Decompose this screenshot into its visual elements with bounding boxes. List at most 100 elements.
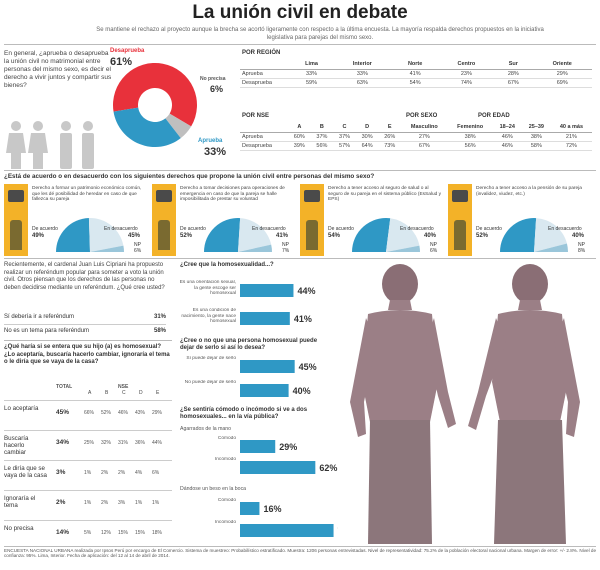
arc-acuerdo <box>500 218 537 252</box>
person-glyph <box>10 220 22 250</box>
table-cell: 67% <box>401 141 448 151</box>
table-cell: 69% <box>532 78 592 88</box>
table-header: Lima <box>290 60 334 70</box>
right-semicircle-chart <box>56 218 124 252</box>
table-header: A <box>288 123 311 133</box>
attitude-bar-charts: Es una orientación sexual, la gente esco… <box>180 280 338 537</box>
arc-desacuerdo <box>386 218 420 252</box>
bar-mano-comodo <box>240 440 276 453</box>
row-label: Aprueba <box>240 69 290 79</box>
desacuerdo-label: En desacuerdo <box>548 226 582 232</box>
acuerdo-value: 54% <box>328 233 341 239</box>
row-label: Desaprueba <box>240 141 288 151</box>
table-cell: 15% <box>135 530 146 536</box>
nse-col-header: A <box>88 390 92 396</box>
table-cell: 15% <box>118 530 129 536</box>
table-header: 18–24 <box>492 123 522 133</box>
arc-np <box>534 243 568 252</box>
acuerdo-label: De acuerdo <box>476 226 502 232</box>
referendum-row-no: No es un tema para referéndum 58% <box>4 328 166 334</box>
row-label: Ignoraría el tema <box>4 495 36 509</box>
table-header: Femenino <box>447 123 493 133</box>
table-cell: 1% <box>135 500 143 506</box>
table-cell: 2% <box>118 470 126 476</box>
table-cell: 1% <box>84 470 92 476</box>
health-insurance-icon <box>300 184 324 256</box>
divider <box>4 324 166 325</box>
bar-si-puede <box>240 360 295 373</box>
table-cell: 29% <box>152 410 163 416</box>
person-glyph <box>306 220 318 250</box>
table-cell: 30% <box>355 132 379 142</box>
bar-group-label: Dándose un beso en la boca <box>180 486 246 492</box>
bar-beso-incomodo <box>240 524 334 537</box>
row-label: Desaprueba <box>240 78 290 88</box>
nse-col-header: D <box>139 390 143 396</box>
table-cell: 46% <box>492 141 522 151</box>
table-cell: 28% <box>494 69 533 79</box>
divider <box>4 170 596 171</box>
demographic-table: A B C D E Masculino Femenino 18–24 25–39… <box>240 123 592 151</box>
rights-cards: Derecho a formar un patrimonio económico… <box>4 184 596 256</box>
table-cell: 2% <box>101 470 109 476</box>
table-cell: 23% <box>438 69 495 79</box>
np-label: NP <box>282 242 289 248</box>
icon-glyph <box>8 190 24 202</box>
table-row: Aprueba 33% 33% 41% 23% 28% 29% <box>240 69 592 79</box>
arc-acuerdo <box>204 218 241 252</box>
desaprueba-value: 61% <box>110 56 133 68</box>
pie-slice-aprueba <box>113 107 181 147</box>
bar-category-label: Es una condición de nacimiento, la gente… <box>181 308 236 325</box>
table-cell: 33% <box>290 69 334 79</box>
aprueba-label: Aprueba <box>198 138 223 144</box>
row-total: 45% <box>56 409 70 416</box>
table-row: Lo aceptaría 45% 66% 52% 46% 43% 29% <box>4 400 172 430</box>
table-cell: 56% <box>310 141 334 151</box>
table-cell: 33% <box>333 69 392 79</box>
aprueba-value: 33% <box>204 146 227 158</box>
right-semicircle-chart <box>204 218 272 252</box>
table-cell: 52% <box>101 410 112 416</box>
referendum-question: Recientemente, el cardenal Juan Luis Cip… <box>4 262 165 291</box>
acuerdo-value: 52% <box>476 233 489 239</box>
arc-acuerdo <box>56 218 90 252</box>
table-cell: 59% <box>290 78 334 88</box>
right-text: Derecho a formar un patrimonio económico… <box>32 186 142 203</box>
table-header: 25–39 <box>521 123 551 133</box>
right-text: Derecho a tener acceso a la pensión de s… <box>476 186 582 197</box>
money-icon <box>4 184 28 256</box>
approval-pie-chart <box>113 63 197 147</box>
footer-note: ENCUESTA NACIONAL URBANA realizada por I… <box>4 548 596 559</box>
icon-glyph <box>304 190 320 202</box>
nse-header: NSE <box>118 384 129 390</box>
bar-value-label: 45% <box>299 362 317 372</box>
row-label: Buscaría hacerlo cambiar <box>4 435 29 456</box>
table-cell: 74% <box>438 78 495 88</box>
table-cell: 37% <box>310 132 334 142</box>
arc-desacuerdo <box>238 218 272 252</box>
table-row: Lima Interior Norte Centro Sur Oriente <box>240 60 592 70</box>
table-row: Desaprueba 39% 56% 57% 64% 73% 67% 56% 4… <box>240 141 592 151</box>
acuerdo-value: 49% <box>32 233 45 239</box>
table-header: D <box>355 123 379 133</box>
table-cell: 64% <box>355 141 379 151</box>
row-total: 2% <box>56 499 66 506</box>
table-cell: 46% <box>492 132 522 142</box>
desacuerdo-value: 41% <box>276 233 289 239</box>
row-label: No precisa <box>4 525 34 532</box>
person-glyph <box>158 220 170 250</box>
bar1-title: ¿Cree que la homosexualidad...? <box>180 262 274 268</box>
table-cell: 31% <box>118 440 129 446</box>
row-label: Lo aceptaría <box>4 405 39 412</box>
table-cell: 29% <box>532 69 592 79</box>
arc-np <box>90 245 124 252</box>
np-value: 6% <box>430 248 438 254</box>
table-cell: 18% <box>152 530 163 536</box>
right-card: Derecho a formar un patrimonio económico… <box>4 184 150 256</box>
arc-desacuerdo <box>88 218 124 252</box>
page-subtitle: Se mantiene el rechazo al proyecto aunqu… <box>96 27 544 41</box>
row-label: No es un tema para referéndum <box>4 328 90 334</box>
table-row: A B C D E Masculino Femenino 18–24 25–39… <box>240 123 592 133</box>
row-label: Aprueba <box>240 132 288 142</box>
table-header: Norte <box>391 60 439 70</box>
